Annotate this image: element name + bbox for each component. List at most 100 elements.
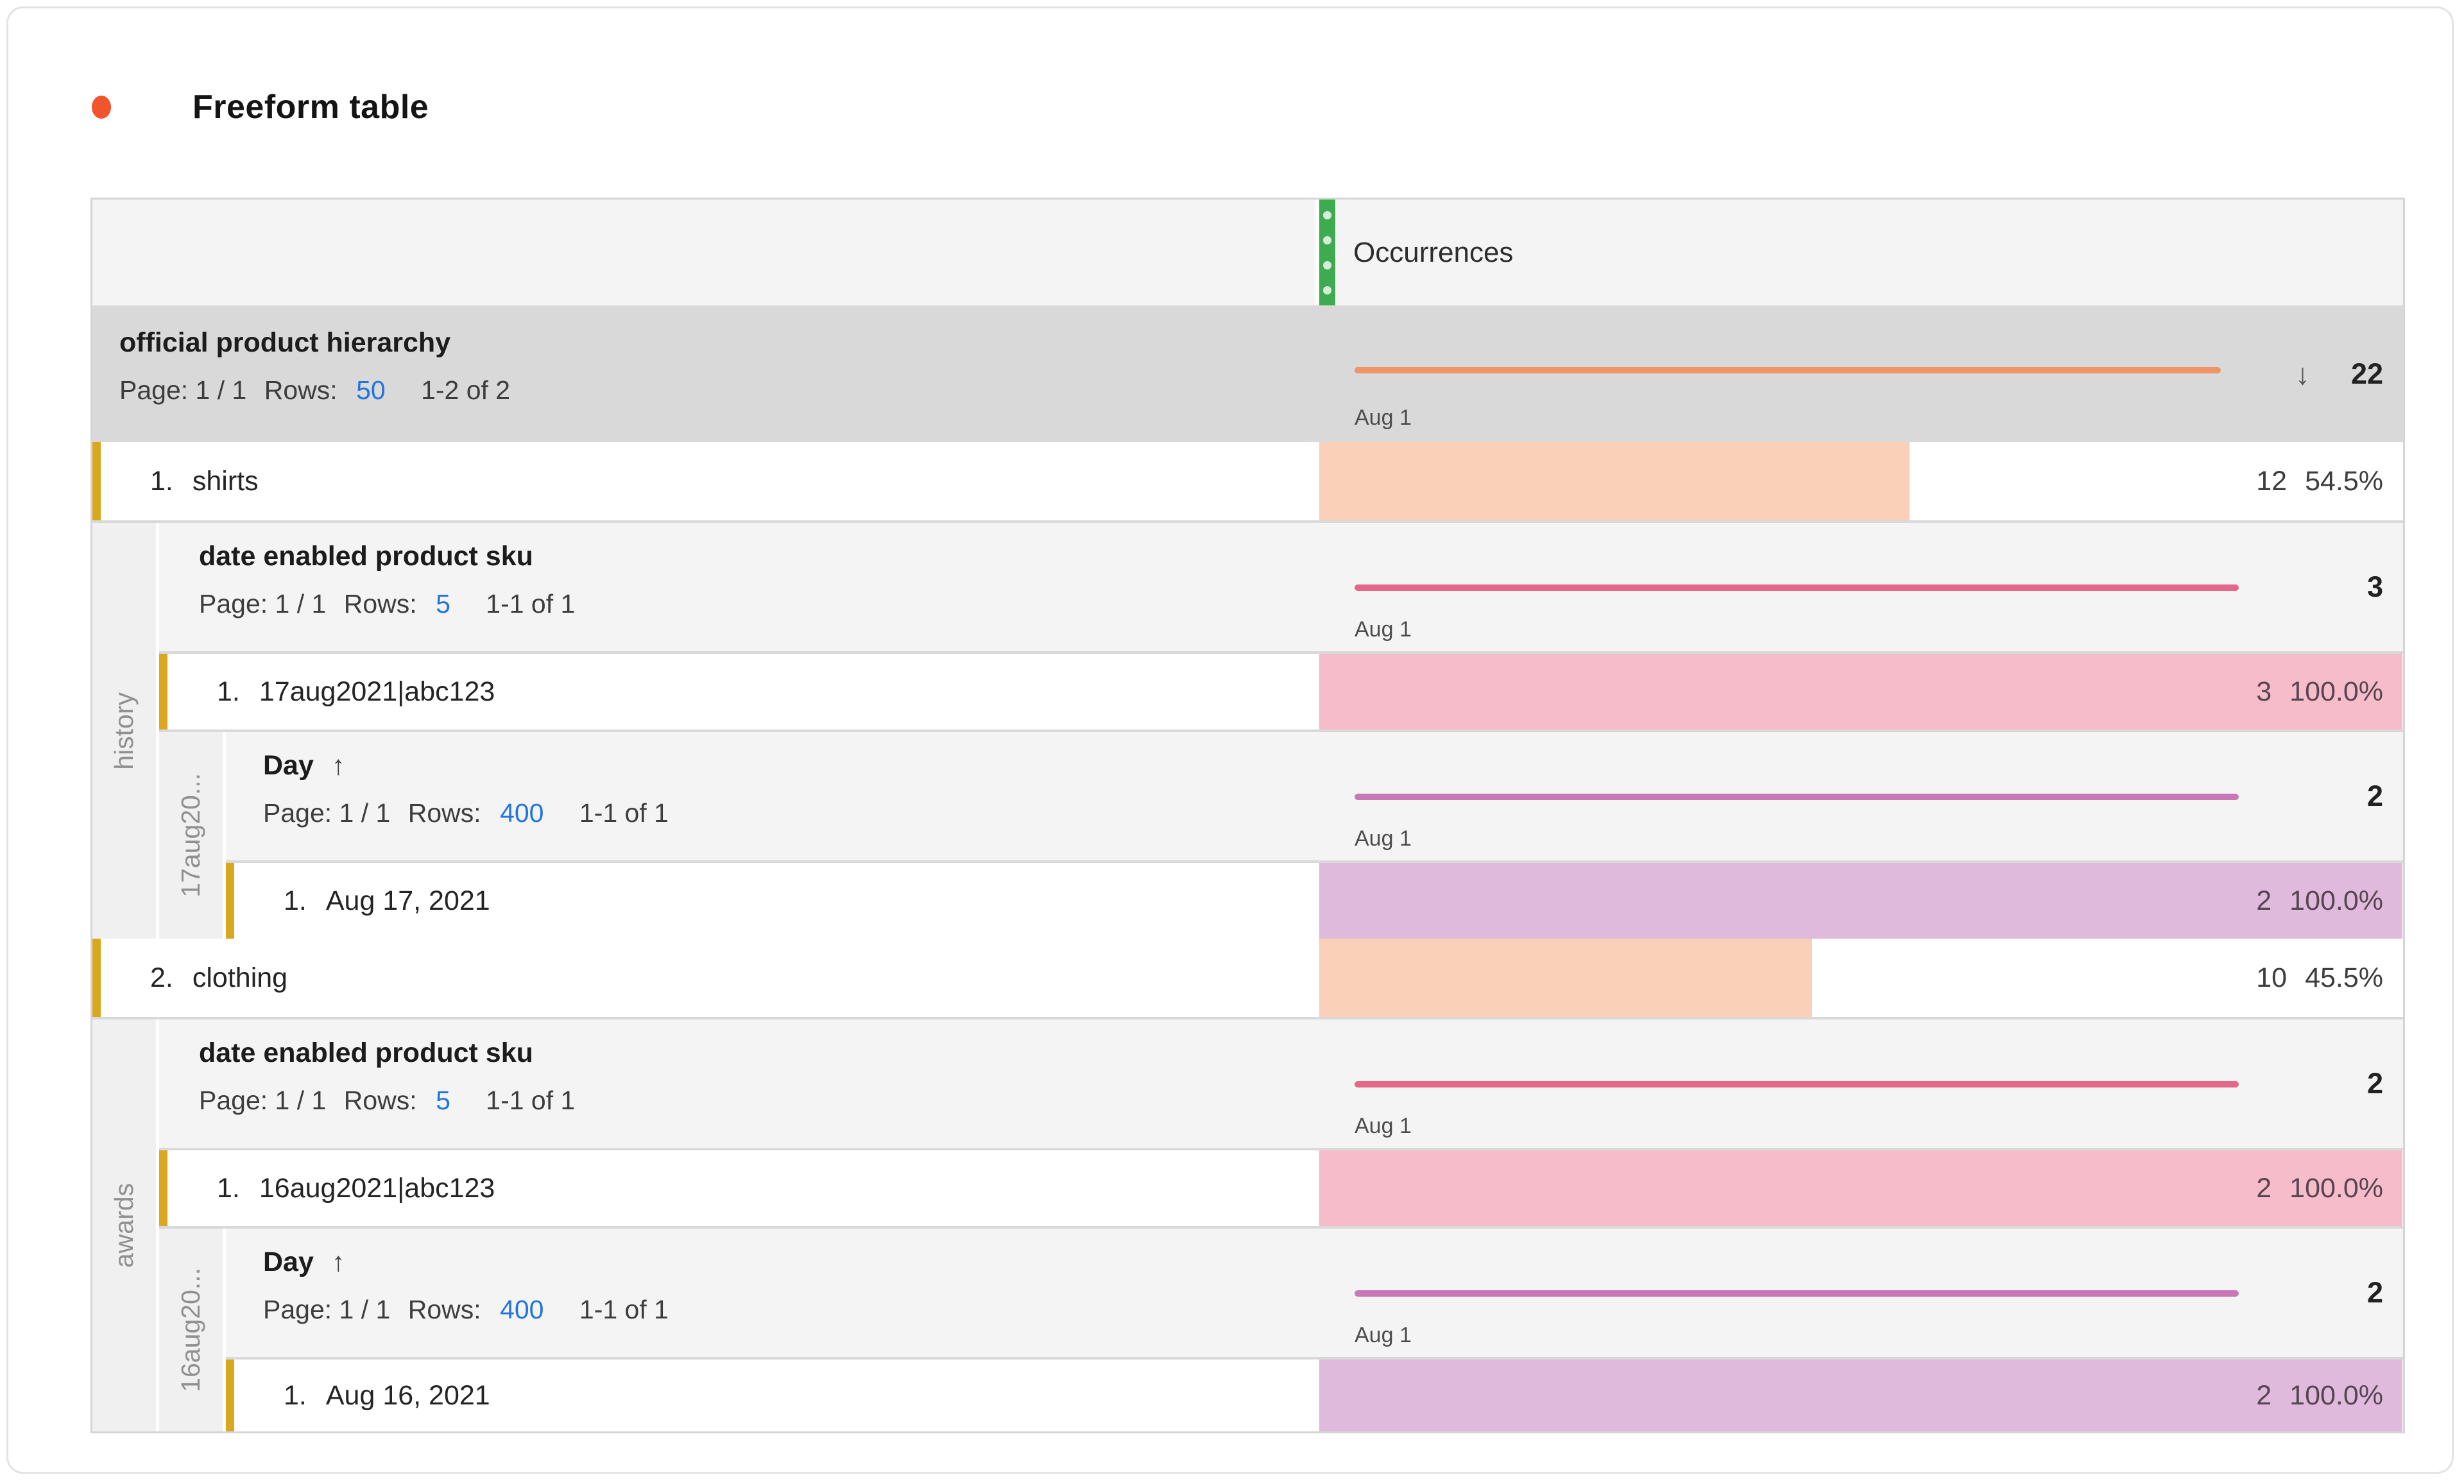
row-index: 1. <box>217 1172 240 1204</box>
trend-sparkline <box>1355 1290 2239 1297</box>
table-row-aug17[interactable]: 1. Aug 17, 2021 2 100.0% <box>226 860 2403 939</box>
table-row-16aug2021[interactable]: 1. 16aug2021|abc123 2 100.0% <box>159 1148 2403 1226</box>
sku-breakdown-header-row: date enabled product sku Page: 1 / 1 Row… <box>159 1019 2403 1148</box>
column-header-row: Occurrences <box>92 200 2403 305</box>
cell-percent: 54.5% <box>2305 465 2383 497</box>
metric-column-label[interactable]: Occurrences <box>1353 236 1514 268</box>
cell-value: 2 <box>2256 1172 2272 1204</box>
rows-per-page-link[interactable]: 5 <box>436 1086 450 1115</box>
metric-header-cell[interactable]: Occurrences <box>1319 200 2402 305</box>
value-bar <box>1319 863 2402 939</box>
row-accent-bar <box>226 863 234 939</box>
cell-percent: 100.0% <box>2289 1172 2383 1204</box>
cell-percent: 100.0% <box>2289 1379 2383 1411</box>
cell-value: 10 <box>2256 962 2288 993</box>
hierarchy-dimension-name[interactable]: official product hierarchy <box>119 327 451 358</box>
sort-descending-icon[interactable]: ↓ <box>2295 357 2310 391</box>
hierarchy-header-row: official product hierarchy Page: 1 / 1 R… <box>92 305 2403 439</box>
rows-per-page-link[interactable]: 400 <box>500 1295 544 1324</box>
page-indicator: Page: 1 / 1 <box>263 1295 391 1324</box>
day-breakdown-clothing: 16aug20... Day ↑ Page: 1 / 1 Rows: <box>159 1226 2403 1431</box>
rows-label: Rows: <box>407 798 481 828</box>
freeform-table: Occurrences official product hierarchy P… <box>90 198 2405 1433</box>
breakdown-parent-label-history[interactable]: history <box>92 523 159 939</box>
breakdown-total: 3 <box>2366 570 2383 603</box>
sparkline-date-label: Aug 1 <box>1355 826 1412 851</box>
breakdown-total: 2 <box>2366 1067 2383 1100</box>
value-bar <box>1319 1150 2402 1226</box>
breakdown-dimension-name[interactable]: Day ↑ <box>263 1247 345 1277</box>
day-breakdown-header-row: Day ↑ Page: 1 / 1 Rows: 400 1-1 of 1 <box>226 732 2403 860</box>
rows-label: Rows: <box>407 1295 481 1324</box>
rows-label: Rows: <box>343 589 417 618</box>
row-accent-bar <box>92 442 101 520</box>
breakdown-parent-label-awards[interactable]: awards <box>92 1019 159 1431</box>
cell-percent: 45.5% <box>2305 962 2383 993</box>
row-label[interactable]: shirts <box>192 465 259 497</box>
drag-dot-icon <box>1323 286 1331 294</box>
row-index: 2. <box>150 962 173 993</box>
breakdown-pagination: Page: 1 / 1 Rows: 5 1-1 of 1 <box>199 589 1319 619</box>
breakdown-total: 2 <box>2366 780 2383 812</box>
panel-bullet-icon <box>92 96 111 119</box>
rows-per-page-link[interactable]: 50 <box>356 375 386 405</box>
sort-ascending-icon[interactable]: ↑ <box>331 750 345 780</box>
cell-value: 2 <box>2256 885 2272 916</box>
page-indicator: Page: 1 / 1 <box>199 1086 327 1115</box>
rows-per-page-link[interactable]: 400 <box>500 798 544 828</box>
breakdown-total: 2 <box>2366 1276 2383 1309</box>
dimension-header-cell <box>92 200 1319 305</box>
row-accent-bar <box>159 1150 167 1226</box>
breakdown-parent-label-17aug[interactable]: 17aug20... <box>159 732 226 939</box>
row-index: 1. <box>217 676 240 707</box>
panel-title: Freeform table <box>193 89 429 126</box>
table-row-aug16[interactable]: 1. Aug 16, 2021 2 100.0% <box>226 1357 2403 1431</box>
trend-sparkline <box>1355 584 2239 591</box>
row-index: 1. <box>284 1379 307 1411</box>
breakdown-parent-label-16aug[interactable]: 16aug20... <box>159 1229 226 1431</box>
trend-sparkline <box>1355 1081 2239 1087</box>
trend-sparkline <box>1355 367 2221 373</box>
page-indicator: Page: 1 / 1 <box>263 798 391 828</box>
row-label[interactable]: Aug 16, 2021 <box>325 1379 490 1411</box>
row-label[interactable]: 16aug2021|abc123 <box>259 1172 495 1204</box>
rows-per-page-link[interactable]: 5 <box>436 589 450 618</box>
row-range: 1-1 of 1 <box>579 1295 669 1324</box>
breakdown-dimension-name[interactable]: date enabled product sku <box>199 1037 533 1068</box>
cell-value: 3 <box>2256 676 2272 707</box>
row-accent-bar <box>92 939 101 1017</box>
hierarchy-total: 22 <box>2350 357 2383 390</box>
row-label[interactable]: clothing <box>192 962 288 993</box>
sort-ascending-icon[interactable]: ↑ <box>331 1247 345 1277</box>
breakdown-dimension-name[interactable]: Day ↑ <box>263 750 345 781</box>
table-row-17aug2021[interactable]: 1. 17aug2021|abc123 3 100.0% <box>159 651 2403 729</box>
column-drag-handle[interactable] <box>1319 200 1335 305</box>
row-accent-bar <box>159 654 167 729</box>
drag-dot-icon <box>1323 260 1331 269</box>
breakdown-pagination: Page: 1 / 1 Rows: 400 1-1 of 1 <box>263 1295 1319 1325</box>
value-bar <box>1319 1360 2402 1431</box>
row-label[interactable]: 17aug2021|abc123 <box>259 676 495 707</box>
sparkline-date-label: Aug 1 <box>1355 1323 1412 1347</box>
row-range: 1-2 of 2 <box>421 375 511 405</box>
row-range: 1-1 of 1 <box>486 589 576 618</box>
sku-breakdown-header-row: date enabled product sku Page: 1 / 1 Row… <box>159 523 2403 651</box>
breakdown-section-clothing: awards date enabled product sku Page: 1 … <box>92 1017 2403 1431</box>
row-range: 1-1 of 1 <box>486 1086 576 1115</box>
rows-label: Rows: <box>264 375 338 405</box>
breakdown-dimension-name[interactable]: date enabled product sku <box>199 541 533 572</box>
rows-label: Rows: <box>343 1086 417 1115</box>
day-breakdown-header-row: Day ↑ Page: 1 / 1 Rows: 400 1-1 of 1 <box>226 1229 2403 1357</box>
breakdown-pagination: Page: 1 / 1 Rows: 400 1-1 of 1 <box>263 798 1319 828</box>
value-bar <box>1319 939 1813 1017</box>
hierarchy-pagination: Page: 1 / 1 Rows: 50 1-2 of 2 <box>119 375 1319 405</box>
sparkline-date-label: Aug 1 <box>1355 405 1412 430</box>
sparkline-date-label: Aug 1 <box>1355 617 1412 642</box>
table-row-shirts[interactable]: 1. shirts 12 54.5% <box>92 439 2403 520</box>
row-label[interactable]: Aug 17, 2021 <box>325 885 490 916</box>
trend-sparkline <box>1355 794 2239 800</box>
table-row-clothing[interactable]: 2. clothing 10 45.5% <box>92 939 2403 1017</box>
row-accent-bar <box>226 1360 234 1431</box>
page-indicator: Page: 1 / 1 <box>199 589 327 618</box>
value-bar <box>1319 442 1910 520</box>
